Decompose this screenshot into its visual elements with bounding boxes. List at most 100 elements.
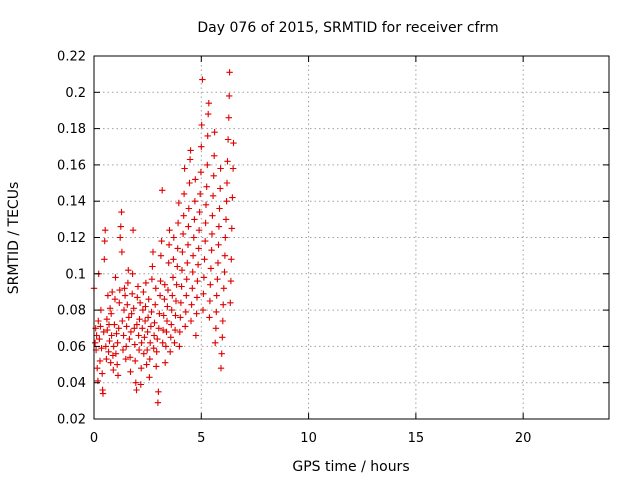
- data-point: [120, 306, 128, 314]
- data-point: [212, 339, 219, 346]
- data-point: [165, 241, 173, 248]
- data-point: [96, 335, 103, 343]
- data-point: [132, 357, 139, 365]
- data-point: [205, 110, 212, 118]
- data-point: [206, 297, 214, 305]
- data-point: [203, 183, 210, 190]
- data-point: [169, 274, 177, 281]
- data-point: [118, 248, 126, 256]
- data-point: [215, 223, 223, 230]
- data-point: [127, 368, 134, 375]
- data-point: [141, 317, 149, 325]
- data-point: [162, 343, 170, 350]
- data-point: [189, 252, 197, 259]
- data-point: [207, 281, 214, 288]
- data-point: [129, 290, 136, 297]
- data-point: [210, 172, 217, 179]
- data-point: [95, 317, 102, 325]
- data-point: [146, 355, 153, 363]
- data-point: [124, 279, 132, 287]
- data-point: [188, 301, 195, 308]
- data-point: [208, 247, 215, 254]
- data-point: [215, 241, 222, 248]
- data-point: [227, 299, 234, 306]
- data-point: [146, 374, 153, 381]
- data-point: [180, 212, 187, 219]
- data-point: [202, 237, 209, 245]
- data-point: [117, 234, 124, 241]
- data-point: [165, 259, 172, 267]
- data-point: [178, 267, 186, 274]
- data-point: [222, 234, 229, 241]
- data-point: [212, 325, 220, 332]
- axis-ticks: 0.02 0.04 0.06 0.08 0.1 0.12 0.14 0.16 0.18 0.2 0.…: [57, 50, 609, 446]
- y-tick-label: 0.04: [57, 376, 86, 391]
- data-point: [110, 366, 117, 374]
- data-point: [224, 136, 232, 143]
- data-point: [159, 326, 167, 334]
- data-point: [126, 335, 133, 343]
- data-point: [201, 256, 208, 263]
- data-point: [116, 299, 123, 306]
- data-point: [104, 292, 112, 299]
- data-point: [202, 201, 210, 208]
- data-point: [125, 314, 132, 321]
- data-point: [191, 216, 198, 223]
- data-point: [190, 234, 197, 241]
- data-point: [176, 328, 183, 336]
- data-point: [200, 290, 207, 297]
- data-point: [127, 328, 135, 336]
- data-point: [142, 303, 149, 310]
- data-point: [186, 179, 193, 187]
- data-point: [150, 345, 157, 352]
- data-point: [108, 332, 115, 339]
- data-point: [99, 370, 106, 377]
- data-point: [160, 312, 167, 319]
- data-point: [199, 76, 206, 83]
- data-point: [164, 286, 172, 294]
- data-point: [204, 132, 211, 140]
- data-point: [138, 339, 145, 346]
- data-point: [211, 129, 218, 136]
- data-point: [195, 245, 202, 252]
- data-point: [181, 165, 188, 172]
- data-point: [211, 152, 218, 159]
- data-point: [153, 363, 160, 370]
- data-point: [217, 165, 224, 172]
- data-point: [134, 283, 142, 290]
- data-point: [182, 308, 189, 316]
- data-point: [161, 281, 168, 288]
- data-point: [178, 283, 185, 290]
- data-point: [163, 317, 171, 325]
- data-point: [213, 308, 220, 316]
- x-tick-label: 20: [515, 431, 532, 446]
- data-point: [172, 312, 179, 319]
- data-point: [174, 263, 181, 270]
- data-point: [111, 321, 118, 328]
- data-point: [168, 306, 175, 314]
- data-point: [222, 216, 230, 223]
- data-point: [214, 276, 221, 283]
- data-point: [140, 288, 147, 296]
- data-point: [221, 252, 229, 259]
- data-point: [105, 321, 113, 328]
- data-point: [91, 339, 99, 346]
- data-point: [175, 199, 182, 207]
- data-point: [219, 334, 226, 341]
- data-point: [219, 317, 226, 325]
- data-point: [147, 339, 154, 346]
- data-point: [204, 161, 211, 169]
- x-tick-label: 0: [90, 431, 98, 446]
- data-point: [101, 237, 108, 245]
- data-point: [122, 355, 129, 363]
- x-tick-label: 5: [197, 431, 205, 446]
- data-point: [154, 399, 162, 406]
- data-point: [130, 305, 137, 312]
- data-point: [213, 292, 220, 299]
- data-point: [216, 205, 223, 212]
- data-point: [129, 270, 136, 277]
- data-point: [99, 390, 107, 397]
- data-point: [134, 294, 141, 301]
